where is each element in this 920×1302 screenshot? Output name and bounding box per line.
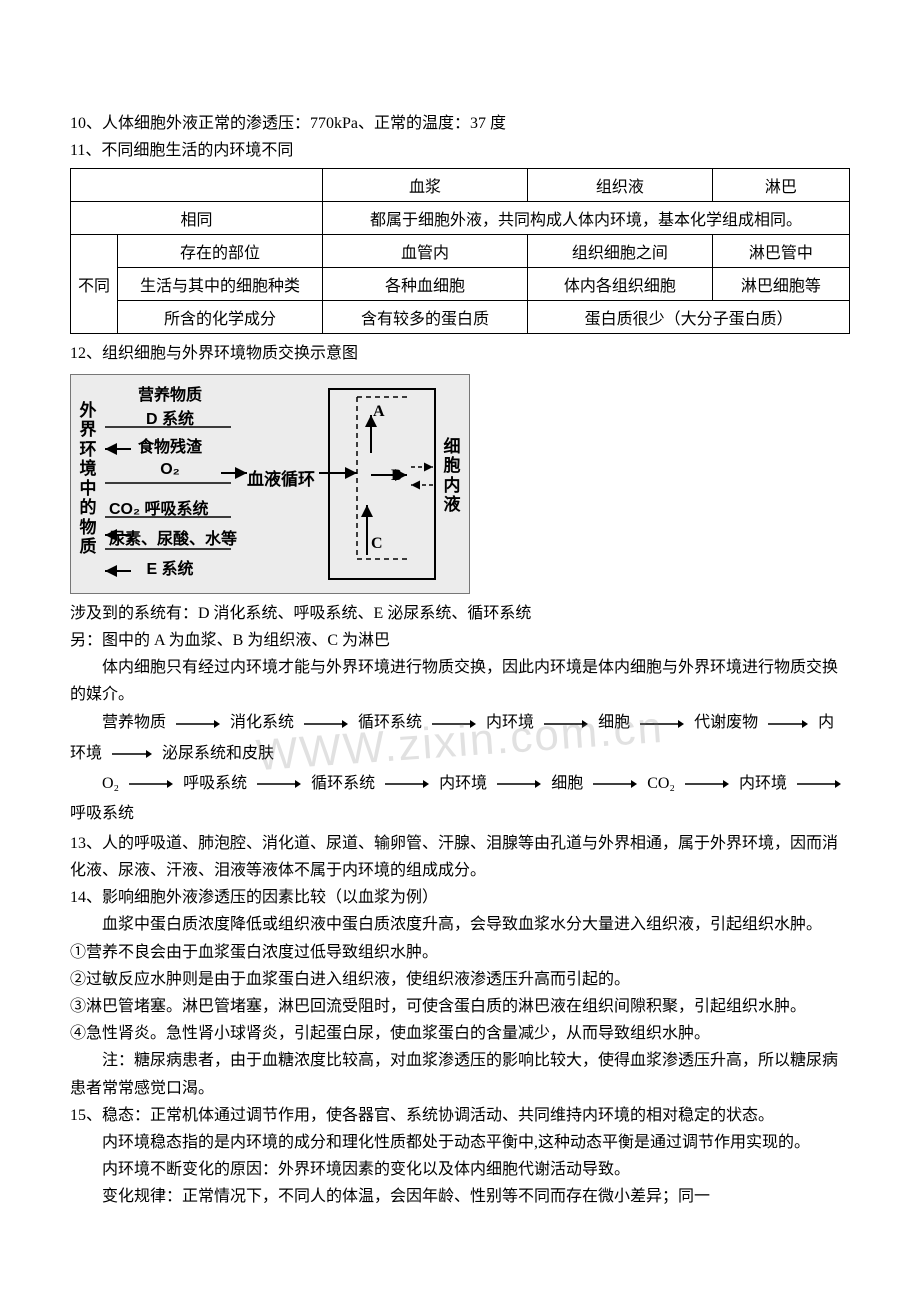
flow-part: 消化系统 <box>230 714 294 731</box>
table-cell: 所含的化学成分 <box>118 301 323 334</box>
flow-part: 细胞 <box>598 714 630 731</box>
diagram-note-1: 涉及到的系统有：D 消化系统、呼吸系统、E 泌尿系统、循环系统 <box>70 600 850 627</box>
table-cell: 各种血细胞 <box>322 268 527 301</box>
diagram-svg <box>71 375 471 595</box>
arrow-icon <box>385 778 429 790</box>
table-blank <box>71 169 323 202</box>
arrow-icon <box>176 718 220 730</box>
arrow-icon <box>497 778 541 790</box>
arrow-icon <box>685 778 729 790</box>
para-15c: 变化规律：正常情况下，不同人的体温，会因年龄、性别等不同而存在微小差异；同一 <box>70 1183 850 1210</box>
line-13: 13、人的呼吸道、肺泡腔、消化道、尿道、输卵管、汗腺、泪腺等由孔道与外界相通，属… <box>70 830 850 884</box>
arrow-icon <box>797 778 841 790</box>
table-cell: 血管内 <box>322 235 527 268</box>
flow-part: 内环境 <box>486 714 534 731</box>
bullet-4: ④急性肾炎。急性肾小球肾炎，引起蛋白尿，使血浆蛋白的含量减少，从而导致组织水肿。 <box>70 1020 850 1047</box>
bullet-1: ①营养不良会由于血浆蛋白浓度过低导致组织水肿。 <box>70 939 850 966</box>
flow-part: 细胞 <box>551 775 583 792</box>
paragraph-1: 体内细胞只有经过内环境才能与外界环境进行物质交换，因此内环境是体内细胞与外界环境… <box>70 654 850 708</box>
flow-1: 营养物质 消化系统 循环系统 内环境 细胞 代谢废物 内环境 泌尿系统和皮肤 <box>70 708 850 769</box>
para-15b: 内环境不断变化的原因：外界环境因素的变化以及体内细胞代谢活动导致。 <box>70 1156 850 1183</box>
para-15a: 内环境稳态指的是内环境的成分和理化性质都处于动态平衡中,这种动态平衡是通过调节作… <box>70 1129 850 1156</box>
arrow-icon <box>768 718 808 730</box>
line-14: 14、影响细胞外液渗透压的因素比较（以血浆为例） <box>70 884 850 911</box>
bullet-3: ③淋巴管堵塞。淋巴管堵塞，淋巴回流受阻时，可使含蛋白质的淋巴液在组织间隙积聚，引… <box>70 993 850 1020</box>
table-diff-label: 不同 <box>71 235 118 334</box>
note: 注：糖尿病患者，由于血糖浓度比较高，对血浆渗透压的影响比较大，使得血浆渗透压升高… <box>70 1047 850 1101</box>
line-15: 15、稳态：正常机体通过调节作用，使各器官、系统协调活动、共同维持内环境的相对稳… <box>70 1102 850 1129</box>
flow-part: 呼吸系统 <box>183 775 247 792</box>
table-cell: 含有较多的蛋白质 <box>322 301 527 334</box>
table-row-label: 相同 <box>71 202 323 235</box>
arrow-icon <box>257 778 301 790</box>
table-cell: 体内各组织细胞 <box>528 268 712 301</box>
arrow-icon <box>129 778 173 790</box>
flow-part: 呼吸系统 <box>70 805 134 822</box>
arrow-icon <box>112 748 152 760</box>
table-header: 淋巴 <box>712 169 849 202</box>
arrow-icon <box>304 718 348 730</box>
arrow-icon <box>640 718 684 730</box>
table-cell: 蛋白质很少（大分子蛋白质） <box>528 301 850 334</box>
table-cell: 组织细胞之间 <box>528 235 712 268</box>
table-cell: 淋巴管中 <box>712 235 849 268</box>
diagram-note-2: 另：图中的 A 为血浆、B 为组织液、C 为淋巴 <box>70 627 850 654</box>
flow-part: 循环系统 <box>358 714 422 731</box>
table-cell: 淋巴细胞等 <box>712 268 849 301</box>
bullet-2: ②过敏反应水肿则是由于血浆蛋白进入组织液，使组织液渗透压升高而引起的。 <box>70 966 850 993</box>
exchange-diagram: 外界环境中的物质 细胞内液 营养物质 D 系统 食物残渣 O₂ CO₂ 呼吸系统… <box>70 374 470 594</box>
flow-part: O₂ <box>102 775 119 792</box>
flow-part: 内环境 <box>739 775 787 792</box>
para-14: 血浆中蛋白质浓度降低或组织液中蛋白质浓度升高，会导致血浆水分大量进入组织液，引起… <box>70 911 850 938</box>
line-10: 10、人体细胞外液正常的渗透压：770kPa、正常的温度：37 度 <box>70 110 850 137</box>
flow-part: 内环境 <box>439 775 487 792</box>
arrow-icon <box>432 718 476 730</box>
table-header: 血浆 <box>322 169 527 202</box>
flow-part: 代谢废物 <box>694 714 758 731</box>
flow-2: O₂ 呼吸系统 循环系统 内环境 细胞 CO₂ 内环境 呼吸系统 <box>70 769 850 830</box>
flow-part: 营养物质 <box>102 714 166 731</box>
arrow-icon <box>544 718 588 730</box>
table-cell: 生活与其中的细胞种类 <box>118 268 323 301</box>
table-cell: 存在的部位 <box>118 235 323 268</box>
flow-part: 泌尿系统和皮肤 <box>162 745 274 762</box>
line-11: 11、不同细胞生活的内环境不同 <box>70 137 850 164</box>
table-header: 组织液 <box>528 169 712 202</box>
arrow-icon <box>593 778 637 790</box>
table-row-text: 都属于细胞外液，共同构成人体内环境，基本化学组成相同。 <box>322 202 849 235</box>
comparison-table: 血浆 组织液 淋巴 相同 都属于细胞外液，共同构成人体内环境，基本化学组成相同。… <box>70 168 850 334</box>
flow-part: CO₂ <box>647 775 675 792</box>
flow-part: 循环系统 <box>311 775 375 792</box>
line-12: 12、组织细胞与外界环境物质交换示意图 <box>70 340 850 367</box>
